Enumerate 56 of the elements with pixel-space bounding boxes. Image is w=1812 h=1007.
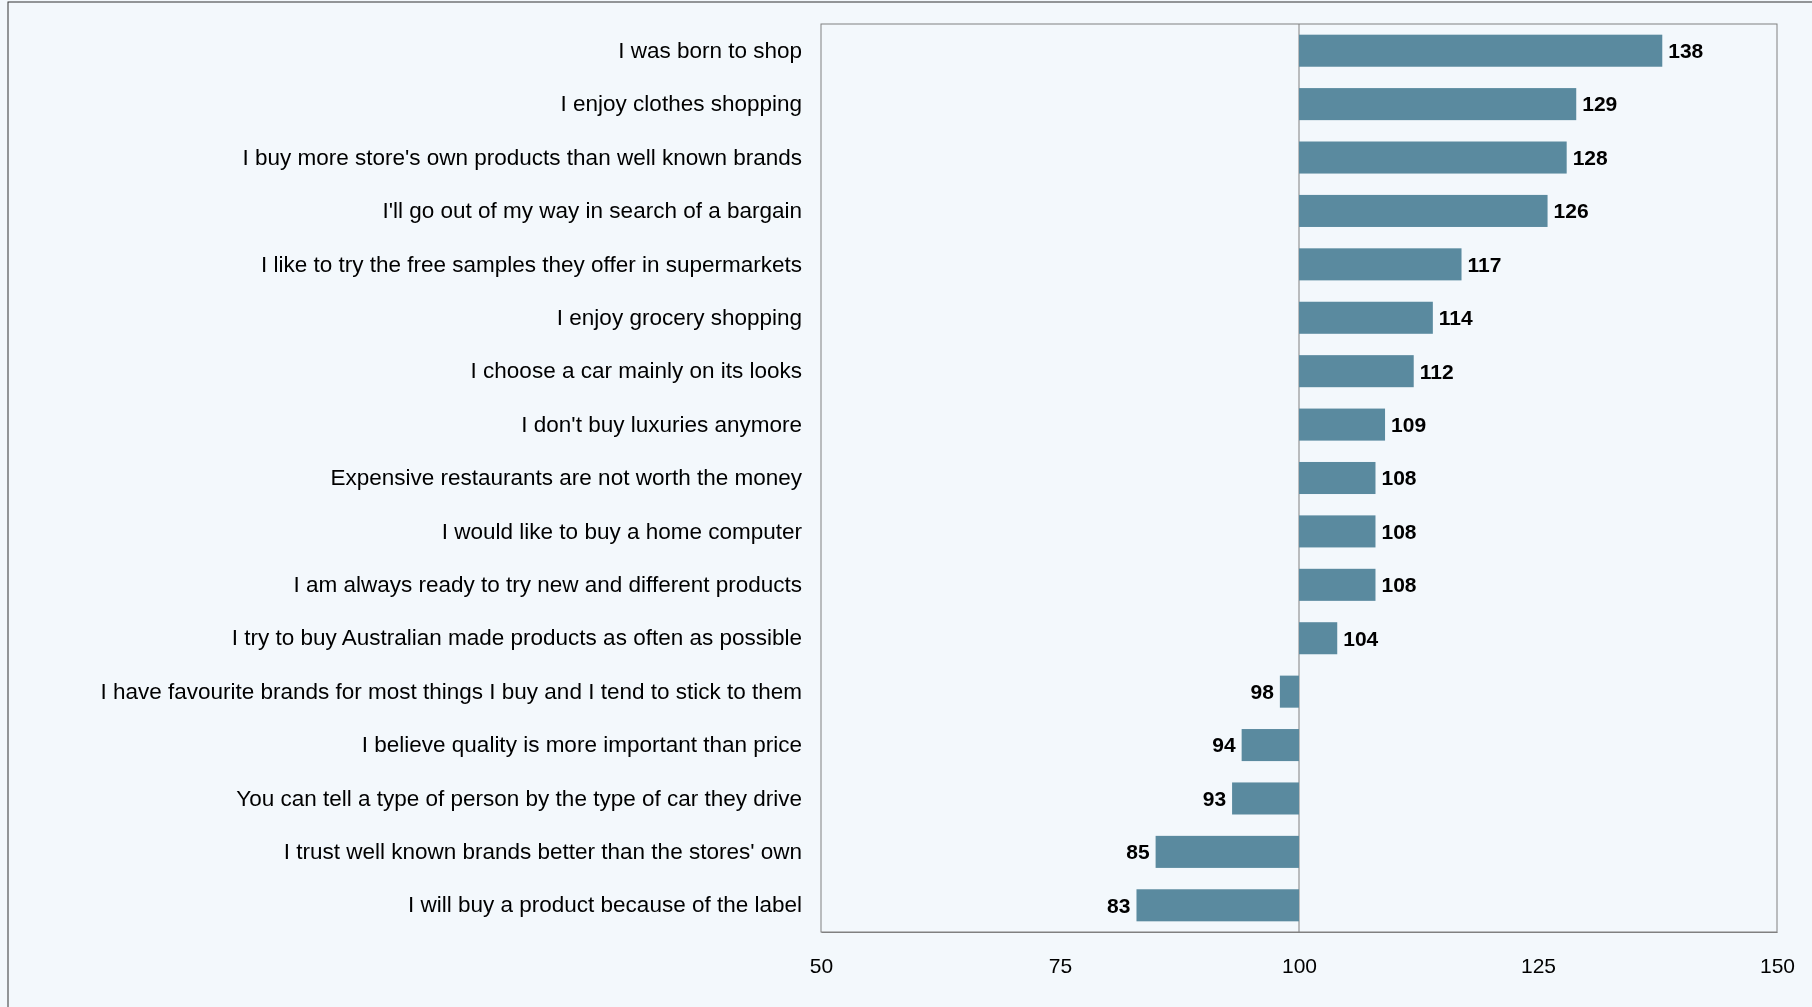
y-tick-label: Expensive restaurants are not worth the money (330, 465, 803, 491)
data-label: 109 (1391, 412, 1427, 436)
bar (1299, 194, 1548, 227)
y-tick-label: You can tell a type of person by the type of car they drive (236, 785, 802, 811)
data-label: 112 (1419, 359, 1454, 383)
bar (1299, 88, 1577, 121)
data-label: 126 (1553, 199, 1589, 223)
bar (1299, 141, 1567, 174)
data-label: 108 (1381, 466, 1417, 490)
data-label: 114 (1438, 306, 1474, 330)
bar (1155, 835, 1299, 868)
data-label: 128 (1572, 145, 1609, 169)
data-label: 104 (1343, 626, 1379, 650)
y-tick-label: I trust well known brands better than the stores' own (283, 839, 802, 865)
y-tick-label: I buy more store's own products than well known brands (242, 144, 802, 170)
bar (1299, 568, 1376, 601)
bar (1299, 301, 1433, 334)
data-label: 85 (1126, 840, 1150, 864)
data-label: 108 (1381, 519, 1417, 543)
bar (1279, 675, 1299, 708)
data-label: 94 (1212, 733, 1236, 757)
y-tick-label: I was born to shop (618, 37, 802, 63)
data-label: 108 (1381, 573, 1417, 597)
bar (1299, 515, 1376, 548)
x-tick-label: 75 (1048, 953, 1073, 977)
y-tick-label: I try to buy Australian made products as often as possible (231, 625, 802, 651)
x-tick-label: 150 (1759, 953, 1796, 977)
data-label: 93 (1202, 786, 1227, 810)
y-tick-label: I'll go out of my way in search of a bargain (382, 198, 802, 224)
bar (1299, 622, 1338, 655)
y-tick-label: I enjoy grocery shopping (556, 304, 802, 330)
bar (1299, 461, 1376, 495)
data-label: 98 (1250, 680, 1275, 703)
bar (1299, 34, 1663, 67)
y-tick-label: I like to try the free samples they offer in supermarkets (260, 251, 802, 277)
data-label: 117 (1467, 252, 1502, 276)
x-tick-label: 100 (1281, 953, 1318, 977)
data-label: 83 (1107, 893, 1131, 917)
y-tick-label: I don't buy luxuries anymore (521, 411, 802, 437)
bar (1299, 355, 1414, 388)
y-tick-label: I enjoy clothes shopping (560, 91, 802, 117)
y-tick-label: I choose a car mainly on its looks (470, 358, 802, 384)
bar (1136, 889, 1299, 922)
bar (1232, 782, 1299, 815)
x-tick-label: 50 (809, 953, 834, 977)
data-label: 129 (1582, 92, 1618, 116)
bar (1299, 408, 1386, 441)
bar (1299, 248, 1462, 281)
bar (1241, 729, 1299, 762)
y-tick-label: I believe quality is more important than price (361, 732, 802, 758)
data-label: 138 (1668, 39, 1704, 63)
y-tick-label: I would like to buy a home computer (441, 518, 803, 544)
y-tick-label: I will buy a product because of the label (408, 892, 802, 918)
y-tick-label: I have favourite brands for most things I buy and I tend to stick to them (100, 678, 802, 704)
x-tick-label: 125 (1520, 953, 1557, 977)
y-tick-label: I am always ready to try new and different products (293, 572, 802, 598)
